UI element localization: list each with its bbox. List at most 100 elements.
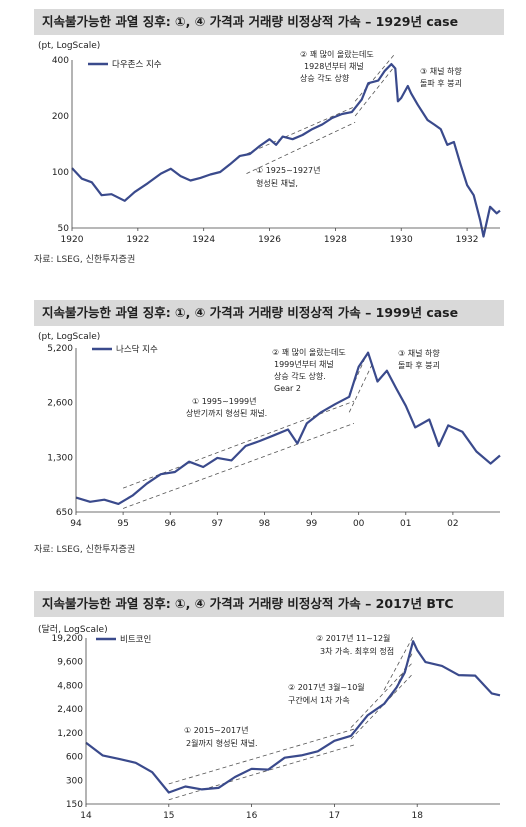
annotation-text: ② 2017년 11~12월 [316,633,390,643]
annotation-line: 돌파 후 붕괴 [398,361,440,370]
series-line [85,640,501,794]
y-tick-label: 1,200 [57,729,83,739]
y-tick-label: 100 [52,168,69,178]
x-tick-label: 00 [353,519,365,529]
channel-line [383,636,414,691]
series-line [75,351,501,505]
annotation-group: ② 꽤 많이 올랐는데도 1928년부터 채널 상승 각도 상향 ③ 채널 하향… [256,50,462,188]
annotation-line: 상승 각도 상향 [300,73,350,83]
x-tick-label: 1924 [192,235,215,245]
annotation-text: 형성된 채널, [256,178,298,188]
x-tick-label: 96 [164,519,176,529]
y-tick-label: 4,800 [57,681,83,691]
y-unit-label: (달러, LogScale) [38,625,108,635]
y-tick-label: 19,200 [52,634,84,644]
y-tick-label: 9,600 [57,658,83,668]
annotation-line: ① 1925~1927년 [256,165,321,175]
y-tick-label: 2,600 [47,399,73,409]
annotation-text: ① 2015~2017년 [184,725,249,735]
channel-line [168,744,356,801]
channel-line [122,422,355,509]
annotation-line: ② 2017년 3월~10월 [288,682,365,692]
channel-line [246,121,356,174]
annotation-text: 돌파 후 붕괴 [420,79,462,88]
annotation-line: 2월까지 형성된 채널. [186,738,258,748]
legend-label: 비트코인 [120,634,151,645]
annotation-line: 형성된 채널, [256,178,298,188]
chart-panel-1929: 지속불가능한 과열 징후: ①, ④ 가격과 거래량 비정상적 가속 – 192… [34,0,504,268]
x-tick-label: 97 [212,519,223,529]
x-tick-label: 18 [411,811,423,821]
y-tick-label: 2,400 [57,705,83,715]
plot-area: 150 300 600 1,200 2,400 4,800 9,600 19,200 14 15 1… [52,634,501,821]
chart-panel-btc: 지속불가능한 과열 징후: ①, ④ 가격과 거래량 비정상적 가속 – 201… [34,582,504,827]
source-note: 자료: LSEG, 신한투자증권 [34,255,136,265]
legend-label: 나스닥 지수 [116,344,158,355]
annotation-group: ② 꽤 많이 올랐는데도 1999년부터 채널 상승 각도 상향. Gear 2… [186,347,440,418]
annotation-line: 1928년부터 채널 [304,61,364,71]
legend: 다우존스 지수 [88,60,162,70]
x-tick-label: 1930 [390,235,413,245]
x-tick-label: 15 [163,811,174,821]
annotation-text: 1928년부터 채널 [304,61,364,71]
y-tick-label: 50 [58,224,70,234]
x-tick-label: 1922 [126,235,149,245]
channel-line [354,66,395,117]
legend-label-text: 다우존스 지수 [112,60,162,70]
legend-label: 다우존스 지수 [112,60,162,70]
channel-line [350,661,414,728]
annotation-text: 상반기까지 형성된 채널. [186,408,267,418]
chart-title: 지속불가능한 과열 징후: ①, ④ 가격과 거래량 비정상적 가속 – 201… [34,591,504,617]
legend: 나스닥 지수 [92,344,158,355]
annotation-text: ② 2017년 3월~10월 [288,682,365,692]
y-tick-label: 400 [52,56,69,66]
y-tick-label: 300 [66,776,83,786]
annotation-line: ② 2017년 11~12월 [316,633,390,643]
chart-title: 지속불가능한 과열 징후: ①, ④ 가격과 거래량 비정상적 가속 – 199… [34,300,504,326]
annotation-text: 구간에서 1차 가속 [288,695,350,705]
x-tick-label: 95 [117,519,128,529]
annotation-line: ① 1995~1999년 [192,396,257,406]
chart-svg: 650 1,300 2,600 5,200 94 95 96 97 98 99 00 01 02 ② 꽤… [47,344,501,529]
annotation-line: 3차 가속. 최후의 정점 [320,646,394,656]
annotation-text: 상승 각도 상향. [274,371,326,381]
annotation-line: Gear 2 [274,384,301,393]
plot-area: 50 100 200 400 1920 1922 1924 1926 1928 1930 1932 [52,53,501,245]
annotation-text: 3차 가속. 최후의 정점 [320,646,394,656]
chart-panel-1999: 지속불가능한 과열 징후: ①, ④ 가격과 거래량 비정상적 가속 – 199… [34,292,504,560]
annotation-line: ② 꽤 많이 올랐는데도 [300,50,374,59]
series-line [71,63,501,238]
x-tick-label: 17 [329,811,340,821]
annotation-line: ③ 채널 하향 [420,66,462,76]
annotation-line: ③ 채널 하향 [398,348,440,358]
x-tick-label: 1932 [456,235,479,245]
chart-svg: 150 300 600 1,200 2,400 4,800 9,600 19,200 14 15 1… [52,633,501,821]
annotation-line: 상승 각도 상향. [274,371,326,381]
annotation-group: ② 2017년 11~12월 3차 가속. 최후의 정점 ② 2017년 3월~… [184,633,394,748]
annotation-line: ① 2015~2017년 [184,725,249,735]
channel-line [168,728,356,785]
annotation-text: Gear 2 [274,384,301,393]
x-tick-label: 1926 [258,235,281,245]
chart-title: 지속불가능한 과열 징후: ①, ④ 가격과 거래량 비정상적 가속 – 192… [34,9,504,35]
channel-line [354,53,395,102]
annotation-text: ② 꽤 많이 올랐는데도 [272,347,346,357]
y-tick-label: 200 [52,112,69,122]
annotation-text: ① 1925~1927년 [256,165,321,175]
x-tick-label: 01 [400,519,411,529]
annotation-text: 돌파 후 붕괴 [398,361,440,370]
y-tick-label: 600 [66,753,83,763]
x-tick-label: 1920 [61,235,84,245]
y-tick-label: 1,300 [47,453,73,463]
annotation-line: 구간에서 1차 가속 [288,695,350,705]
channel-line [348,362,374,413]
x-tick-label: 94 [70,519,82,529]
y-unit-label: (pt, LogScale) [38,332,101,342]
y-unit-label: (pt, LogScale) [38,41,101,51]
x-tick-label: 16 [246,811,258,821]
x-tick-label: 02 [447,519,458,529]
annotation-text: 1999년부터 채널 [274,359,334,369]
annotation-text: ③ 채널 하향 [398,348,440,358]
annotation-line: 돌파 후 붕괴 [420,79,462,88]
